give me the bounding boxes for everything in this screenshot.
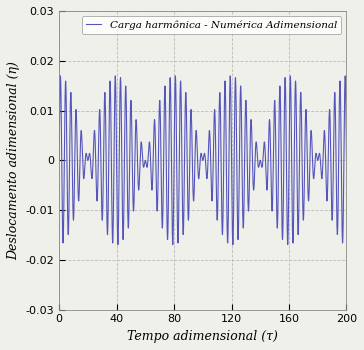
Carga harmônica - Numérica Adimensional — [167, 151, 171, 155]
Carga harmônica - Numérica Adimensional — [229, 150, 234, 154]
Carga harmônica - Numérica Adimensional — [272, 141, 276, 145]
Carga harmônica - Numérica Adimensional — [244, 100, 248, 104]
Legend: Carga harmônica - Numérica Adimensional: Carga harmônica - Numérica Adimensional — [82, 16, 341, 34]
Y-axis label: Deslocamento adimensional (η): Deslocamento adimensional (η) — [7, 61, 20, 260]
Carga harmônica - Numérica Adimensional — [344, 158, 349, 162]
Carga harmônica - Numérica Adimensional — [288, 74, 293, 78]
Line: Carga harmônica - Numérica Adimensional: Carga harmônica - Numérica Adimensional — [59, 76, 347, 245]
Carga harmônica - Numérica Adimensional — [231, 243, 235, 247]
Carga harmônica - Numérica Adimensional — [109, 153, 114, 157]
Carga harmônica - Numérica Adimensional — [57, 158, 61, 162]
Carga harmônica - Numérica Adimensional — [293, 79, 298, 83]
X-axis label: Tempo adimensional (τ): Tempo adimensional (τ) — [127, 330, 278, 343]
